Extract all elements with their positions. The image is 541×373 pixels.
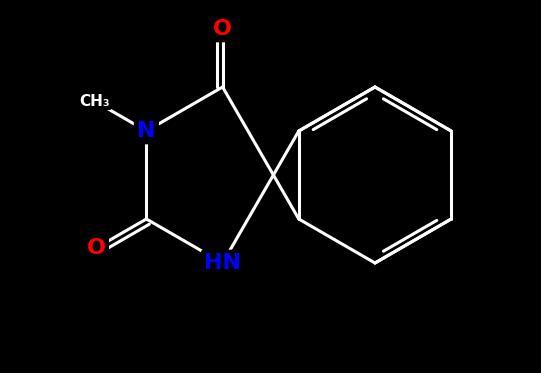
Text: CH₃: CH₃ <box>79 94 110 109</box>
Text: O: O <box>87 238 105 258</box>
Text: O: O <box>213 19 232 39</box>
Text: N: N <box>137 121 156 141</box>
Text: HN: HN <box>204 253 241 273</box>
